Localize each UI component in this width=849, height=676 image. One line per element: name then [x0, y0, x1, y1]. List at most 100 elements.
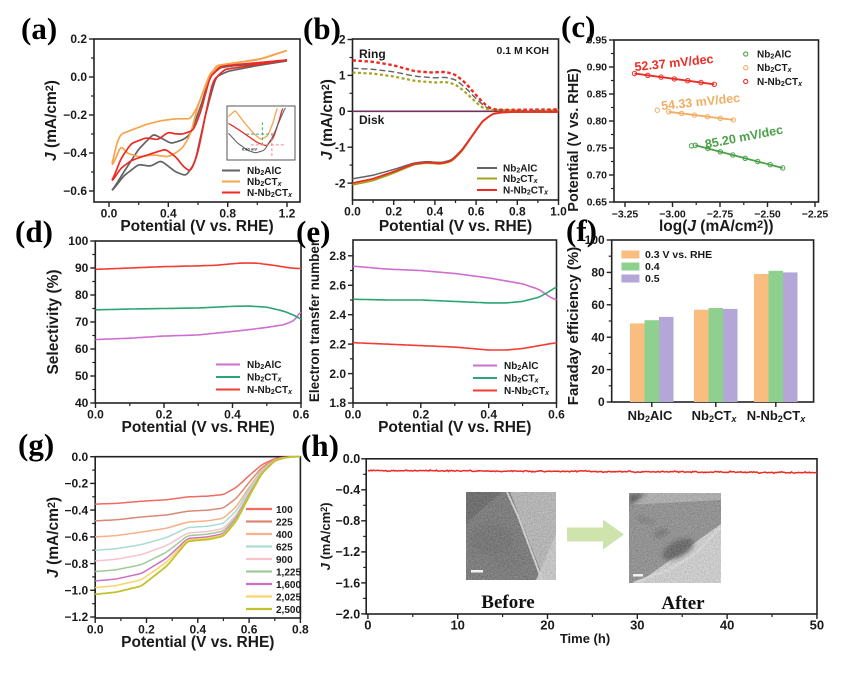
- svg-text:−3.00: −3.00: [659, 209, 686, 221]
- svg-text:2.0: 2.0: [329, 367, 346, 381]
- svg-text:(e): (e): [296, 214, 330, 249]
- svg-text:(b): (b): [303, 11, 341, 46]
- svg-text:-2: -2: [335, 176, 346, 190]
- svg-text:20: 20: [540, 618, 554, 633]
- svg-text:0: 0: [364, 618, 371, 633]
- svg-text:0.2: 0.2: [412, 408, 429, 422]
- svg-text:0.0: 0.0: [343, 452, 360, 466]
- svg-text:Nb2AlC: Nb2AlC: [247, 360, 281, 371]
- svg-text:0.4: 0.4: [189, 623, 206, 637]
- svg-text:N-Nb2CTx: N-Nb2CTx: [503, 186, 549, 197]
- svg-text:0.6: 0.6: [548, 408, 565, 422]
- svg-text:1.2: 1.2: [279, 207, 296, 221]
- svg-text:0.8: 0.8: [509, 205, 526, 219]
- svg-text:0.4: 0.4: [480, 408, 497, 422]
- svg-text:N-Nb2CTx: N-Nb2CTx: [757, 77, 803, 88]
- svg-text:0.4: 0.4: [224, 408, 241, 422]
- svg-text:Potential (V vs. RHE): Potential (V vs. RHE): [121, 419, 274, 436]
- svg-text:90: 90: [75, 261, 89, 275]
- svg-text:2.4: 2.4: [329, 308, 346, 322]
- svg-text:Before: Before: [481, 592, 534, 613]
- svg-text:Disk: Disk: [359, 113, 385, 127]
- svg-text:0.6: 0.6: [468, 205, 485, 219]
- svg-text:−2.0: −2.0: [336, 607, 361, 621]
- svg-text:−1.2: −1.2: [336, 545, 361, 559]
- svg-text:Nb2CTx: Nb2CTx: [692, 408, 738, 424]
- svg-text:0.8: 0.8: [219, 207, 236, 221]
- svg-text:−0.6: −0.6: [64, 530, 88, 544]
- svg-text:225: 225: [276, 517, 293, 528]
- svg-text:0.0: 0.0: [70, 70, 87, 84]
- svg-text:0.8: 0.8: [292, 623, 309, 637]
- svg-text:625: 625: [276, 542, 293, 553]
- svg-text:0.6: 0.6: [293, 408, 310, 422]
- svg-text:(c): (c): [561, 9, 595, 44]
- svg-text:2.2: 2.2: [329, 337, 346, 351]
- svg-text:100: 100: [68, 234, 88, 248]
- svg-text:0.6: 0.6: [241, 623, 258, 637]
- svg-text:0.85: 0.85: [587, 89, 608, 101]
- svg-text:Nb2CTx: Nb2CTx: [504, 374, 540, 385]
- svg-text:−1.6: −1.6: [336, 576, 361, 590]
- svg-text:(f): (f): [566, 213, 597, 248]
- svg-text:-1: -1: [335, 140, 346, 154]
- svg-text:N-Nb2CTx: N-Nb2CTx: [747, 408, 806, 424]
- svg-text:60: 60: [75, 342, 89, 356]
- svg-text:1.0: 1.0: [550, 205, 567, 219]
- svg-text:−2.50: −2.50: [754, 209, 781, 221]
- svg-text:50: 50: [810, 618, 824, 633]
- svg-text:−3.25: −3.25: [612, 209, 639, 221]
- svg-text:Nb2CTx: Nb2CTx: [757, 63, 793, 74]
- svg-text:40: 40: [591, 330, 605, 344]
- svg-text:0.3 V vs. RHE: 0.3 V vs. RHE: [645, 249, 712, 261]
- svg-text:0.0: 0.0: [87, 623, 104, 637]
- svg-text:Time (h): Time (h): [560, 631, 610, 646]
- svg-text:2,025: 2,025: [276, 592, 301, 603]
- svg-text:1,600: 1,600: [276, 580, 301, 591]
- svg-text:Faraday efficiency (%): Faraday efficiency (%): [565, 247, 582, 405]
- svg-text:60: 60: [591, 298, 605, 312]
- svg-text:2.8: 2.8: [329, 249, 346, 263]
- svg-text:Nb2AlC: Nb2AlC: [628, 408, 673, 424]
- svg-text:0.80: 0.80: [587, 116, 608, 128]
- svg-text:70: 70: [75, 315, 89, 329]
- svg-text:N-Nb2CTx: N-Nb2CTx: [247, 188, 293, 199]
- svg-text:Nb2CTx: Nb2CTx: [247, 177, 283, 188]
- svg-text:Potential (V vs. RHE): Potential (V vs. RHE): [121, 634, 274, 651]
- svg-text:−1.0: −1.0: [64, 584, 88, 598]
- svg-text:1.8: 1.8: [329, 396, 346, 410]
- svg-text:Potential (V vs. RHE): Potential (V vs. RHE): [379, 218, 532, 235]
- svg-text:−0.4: −0.4: [64, 503, 88, 517]
- svg-text:Potential (V vs. RHE): Potential (V vs. RHE): [566, 68, 582, 212]
- svg-text:0.0: 0.0: [101, 207, 118, 221]
- svg-text:0.2: 0.2: [385, 205, 402, 219]
- svg-text:J (mA/cm2): J (mA/cm2): [319, 79, 336, 160]
- svg-text:400: 400: [276, 530, 293, 541]
- svg-text:(h): (h): [301, 428, 339, 463]
- svg-text:Potential (V vs. RHE): Potential (V vs. RHE): [120, 218, 273, 235]
- svg-text:40: 40: [720, 618, 734, 633]
- svg-text:0: 0: [339, 105, 346, 119]
- svg-text:−0.4: −0.4: [336, 483, 361, 497]
- svg-text:80: 80: [591, 266, 605, 280]
- svg-text:0.5: 0.5: [645, 273, 660, 285]
- svg-text:2: 2: [339, 33, 346, 47]
- svg-text:0.70: 0.70: [587, 170, 608, 182]
- svg-text:Nb2CTx: Nb2CTx: [503, 174, 539, 185]
- svg-text:−0.4: −0.4: [63, 146, 87, 160]
- svg-text:100: 100: [585, 233, 605, 247]
- svg-text:Nb2AlC: Nb2AlC: [757, 50, 791, 61]
- svg-text:−0.2: −0.2: [64, 477, 88, 491]
- svg-text:900: 900: [276, 555, 293, 566]
- svg-text:0: 0: [598, 395, 605, 409]
- svg-text:0.2: 0.2: [70, 32, 87, 46]
- svg-text:1: 1: [339, 69, 346, 83]
- svg-text:Selectivity (%): Selectivity (%): [45, 269, 62, 374]
- svg-text:0.0: 0.0: [344, 205, 361, 219]
- svg-text:(d): (d): [15, 214, 53, 249]
- svg-text:0.0: 0.0: [345, 408, 362, 422]
- svg-text:40: 40: [75, 396, 89, 410]
- svg-text:−0.8: −0.8: [336, 514, 361, 528]
- svg-text:0.4: 0.4: [427, 205, 444, 219]
- svg-text:0.2: 0.2: [156, 408, 173, 422]
